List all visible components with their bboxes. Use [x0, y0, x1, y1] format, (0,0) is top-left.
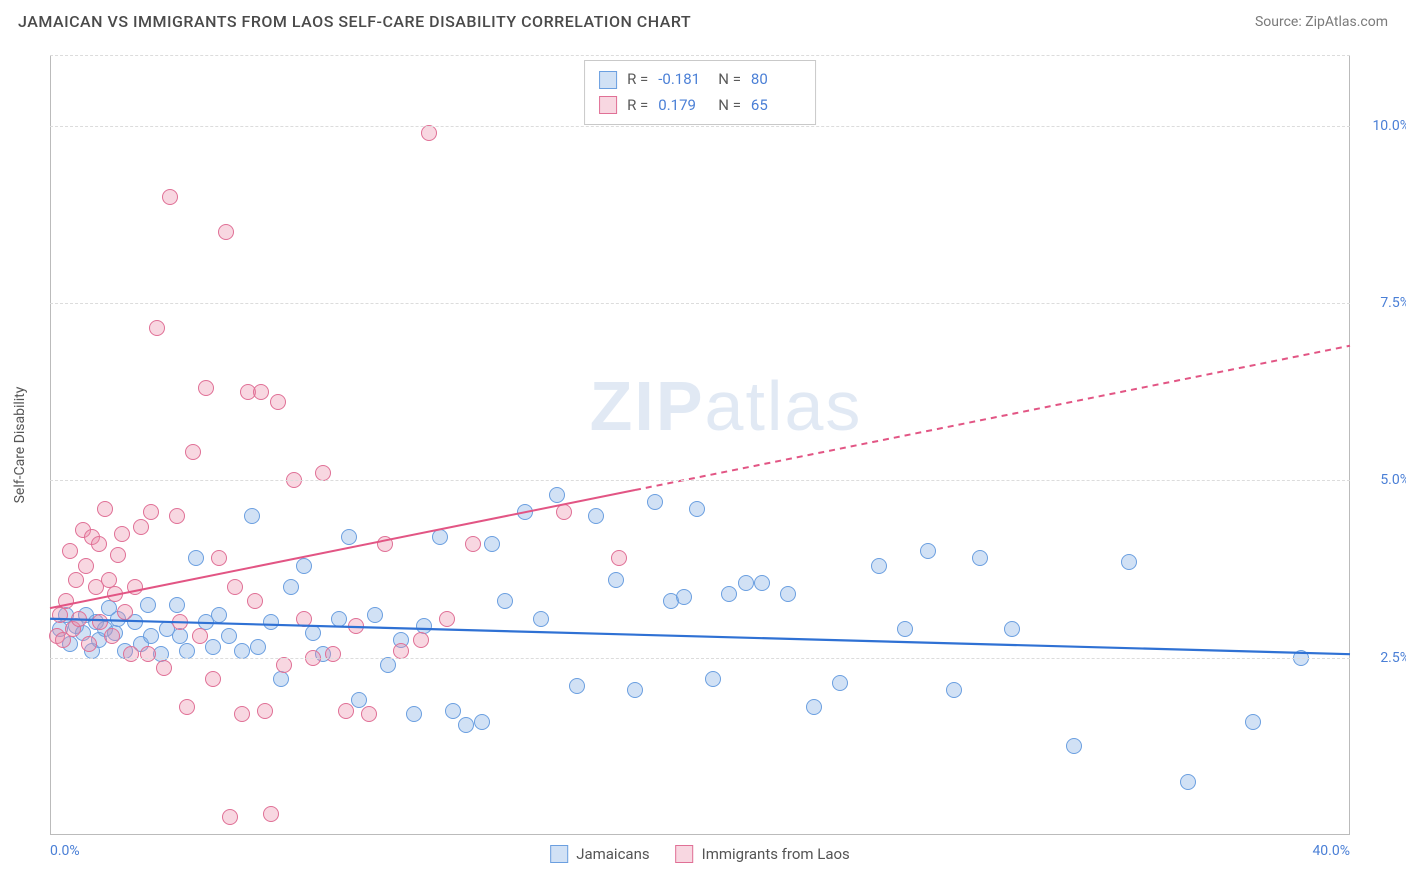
- stats-row: R = -0.181 N = 80: [599, 67, 801, 93]
- legend-label: Immigrants from Laos: [702, 845, 850, 863]
- stats-legend: R = -0.181 N = 80 R = 0.179 N = 65: [584, 60, 816, 125]
- y-axis-label: Self-Care Disability: [12, 387, 28, 504]
- legend-swatch: [599, 71, 617, 89]
- legend-swatch: [599, 96, 617, 114]
- legend-item: Jamaicans: [550, 845, 649, 863]
- n-label: N =: [718, 67, 741, 93]
- gridline: [50, 658, 1350, 659]
- r-label: R =: [627, 67, 648, 93]
- legend-label: Jamaicans: [576, 845, 649, 863]
- gridline: [50, 55, 1350, 56]
- r-value: 0.179: [658, 93, 708, 119]
- gridline: [50, 126, 1350, 127]
- y-tick: 7.5%: [1380, 295, 1406, 311]
- y-tick: 10.0%: [1372, 118, 1406, 134]
- legend-item: Immigrants from Laos: [676, 845, 850, 863]
- bottom-legend: Jamaicans Immigrants from Laos: [550, 845, 850, 863]
- r-label: R =: [627, 93, 648, 119]
- chart-frame: Self-Care Disability ZIPatlas R =-0.181N…: [50, 55, 1350, 835]
- x-tick: 0.0%: [50, 843, 80, 859]
- gridline: [50, 303, 1350, 304]
- stats-row: R = 0.179 N = 65: [599, 93, 801, 119]
- n-value: 65: [751, 93, 801, 119]
- n-value: 80: [751, 67, 801, 93]
- gridline: [50, 480, 1350, 481]
- source-label: Source: ZipAtlas.com: [1255, 14, 1388, 30]
- n-label: N =: [718, 93, 741, 119]
- trend-lines: [50, 55, 1350, 835]
- y-tick: 5.0%: [1380, 472, 1406, 488]
- y-tick: 2.5%: [1380, 650, 1406, 666]
- legend-swatch: [676, 845, 694, 863]
- chart-title: JAMAICAN VS IMMIGRANTS FROM LAOS SELF-CA…: [18, 12, 691, 31]
- x-tick: 40.0%: [1312, 843, 1350, 859]
- legend-swatch: [550, 845, 568, 863]
- r-value: -0.181: [658, 67, 708, 93]
